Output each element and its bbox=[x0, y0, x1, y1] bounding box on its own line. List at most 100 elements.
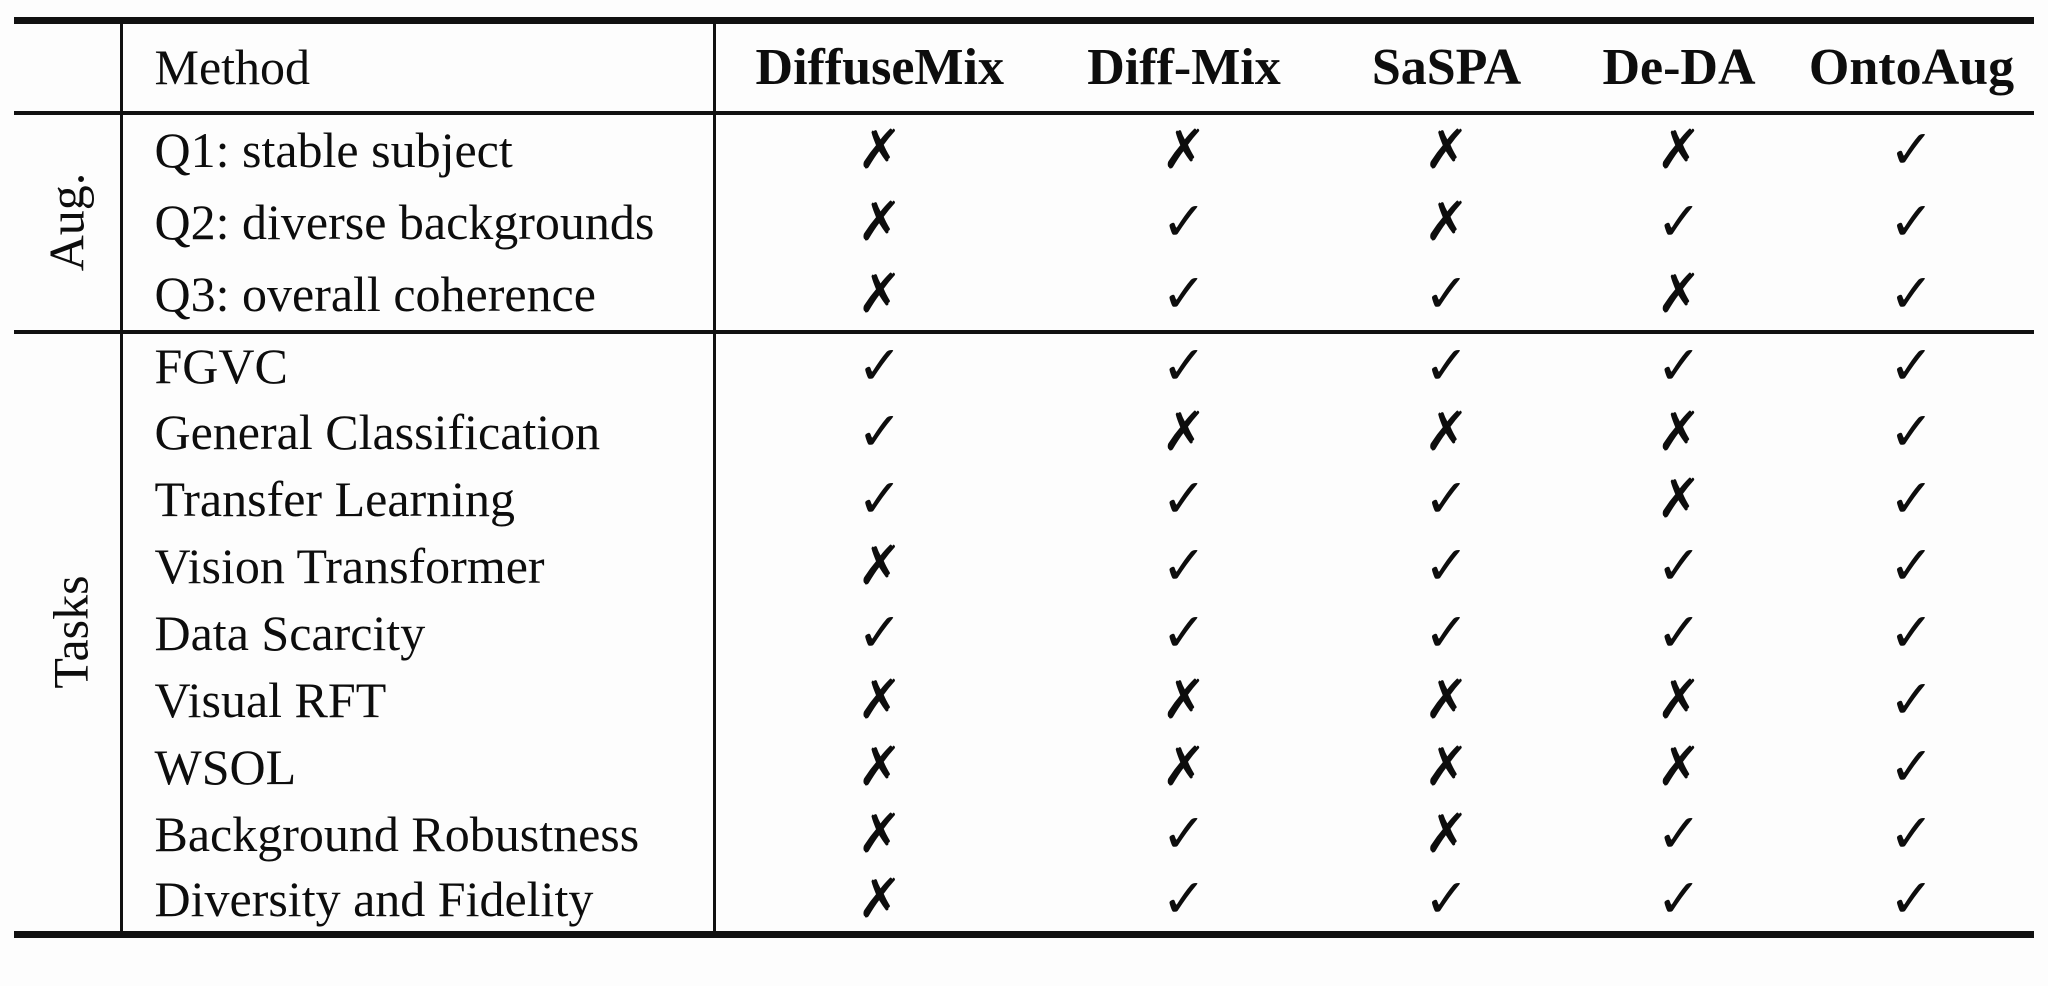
paper-table-figure: Method DiffuseMix Diff-Mix SaSPA De-DA O… bbox=[0, 17, 2048, 986]
check-icon: ✓ bbox=[1044, 329, 1324, 399]
check-icon: ✓ bbox=[1161, 262, 1207, 325]
check-icon: ✓ bbox=[1888, 262, 1935, 325]
row-label: Background Robustness bbox=[121, 800, 716, 868]
check-icon: ✓ bbox=[1789, 329, 2034, 399]
row-label: FGVC bbox=[121, 329, 716, 399]
row-label: Visual RFT bbox=[121, 666, 716, 734]
row-label: Q3: overall coherence bbox=[121, 258, 716, 332]
row-label: WSOL bbox=[121, 733, 716, 801]
column-header-method: Method bbox=[121, 20, 716, 113]
check-icon: ✓ bbox=[1656, 802, 1702, 865]
cross-icon: ✗ bbox=[1161, 735, 1207, 798]
check-icon: ✓ bbox=[1888, 400, 1935, 463]
check-icon: ✓ bbox=[1161, 467, 1207, 530]
cross-icon: ✗ bbox=[1161, 118, 1207, 181]
check-icon: ✓ bbox=[1423, 867, 1470, 931]
check-icon: ✓ bbox=[1161, 534, 1207, 597]
check-icon: ✓ bbox=[1324, 329, 1569, 399]
group-cell-aug: Aug. bbox=[14, 112, 123, 332]
table-row: Q2: diverse backgrounds ✗ ✓ ✗ ✓ ✓ bbox=[14, 185, 2034, 259]
check-icon: ✓ bbox=[1656, 601, 1702, 664]
check-icon: ✓ bbox=[857, 467, 903, 530]
method-comparison-table: Method DiffuseMix Diff-Mix SaSPA De-DA O… bbox=[14, 17, 2034, 938]
table-row: Q3: overall coherence ✗ ✓ ✓ ✗ ✓ bbox=[14, 258, 2034, 332]
check-icon: ✓ bbox=[1888, 467, 1935, 530]
check-icon: ✓ bbox=[1161, 190, 1207, 253]
row-label: Data Scarcity bbox=[121, 599, 716, 667]
column-header-diffusemix: DiffuseMix bbox=[755, 38, 1004, 96]
table-row: Transfer Learning ✓ ✓ ✓ ✗ ✓ bbox=[14, 465, 2034, 533]
cross-icon: ✗ bbox=[1656, 668, 1702, 731]
column-header-saspa: SaSPA bbox=[1371, 38, 1522, 96]
cross-icon: ✗ bbox=[1423, 668, 1470, 731]
check-icon: ✓ bbox=[1161, 601, 1207, 664]
row-label: General Classification bbox=[121, 398, 716, 466]
section-tasks: Tasks FGVC ✓ ✓ ✓ ✓ ✓ General Classificat… bbox=[14, 329, 2034, 935]
check-icon: ✓ bbox=[1888, 867, 1935, 931]
header-group-spacer bbox=[14, 20, 123, 113]
group-cell-tasks: Tasks bbox=[14, 329, 123, 935]
group-label-tasks: Tasks bbox=[42, 575, 99, 689]
check-icon: ✓ bbox=[1888, 735, 1935, 798]
row-label: Transfer Learning bbox=[121, 465, 716, 533]
check-icon: ✓ bbox=[1888, 534, 1935, 597]
table-header: Method DiffuseMix Diff-Mix SaSPA De-DA O… bbox=[14, 20, 2034, 113]
cross-icon: ✗ bbox=[857, 118, 903, 181]
check-icon: ✓ bbox=[714, 329, 1044, 399]
column-header-diff-mix: Diff-Mix bbox=[1087, 38, 1281, 96]
column-header-ontoaug: OntoAug bbox=[1808, 38, 2015, 96]
row-label: Q1: stable subject bbox=[121, 112, 716, 186]
check-icon: ✓ bbox=[1888, 118, 1935, 181]
check-icon: ✓ bbox=[857, 400, 903, 463]
cross-icon: ✗ bbox=[1423, 190, 1470, 253]
check-icon: ✓ bbox=[1423, 262, 1470, 325]
cross-icon: ✗ bbox=[857, 262, 903, 325]
header-row: Method DiffuseMix Diff-Mix SaSPA De-DA O… bbox=[14, 20, 2034, 113]
cross-icon: ✗ bbox=[1423, 400, 1470, 463]
check-icon: ✓ bbox=[1569, 329, 1789, 399]
check-icon: ✓ bbox=[1656, 190, 1702, 253]
table-row: Data Scarcity ✓ ✓ ✓ ✓ ✓ bbox=[14, 599, 2034, 667]
cross-icon: ✗ bbox=[857, 735, 903, 798]
column-header-de-da: De-DA bbox=[1602, 38, 1756, 96]
row-label: Q2: diverse backgrounds bbox=[121, 185, 716, 259]
check-icon: ✓ bbox=[1888, 601, 1935, 664]
cross-icon: ✗ bbox=[857, 802, 903, 865]
row-label: Diversity and Fidelity bbox=[121, 867, 716, 935]
check-icon: ✓ bbox=[1161, 867, 1207, 931]
cross-icon: ✗ bbox=[1423, 802, 1470, 865]
cross-icon: ✗ bbox=[1656, 467, 1702, 530]
table-row: Visual RFT ✗ ✗ ✗ ✗ ✓ bbox=[14, 666, 2034, 734]
table-row: Vision Transformer ✗ ✓ ✓ ✓ ✓ bbox=[14, 532, 2034, 600]
section-aug: Aug. Q1: stable subject ✗ ✗ ✗ ✗ ✓ Q2: di… bbox=[14, 112, 2034, 332]
cross-icon: ✗ bbox=[1656, 262, 1702, 325]
table-row: WSOL ✗ ✗ ✗ ✗ ✓ bbox=[14, 733, 2034, 801]
cross-icon: ✗ bbox=[1656, 400, 1702, 463]
cross-icon: ✗ bbox=[857, 867, 903, 931]
table-row: Tasks FGVC ✓ ✓ ✓ ✓ ✓ bbox=[14, 329, 2034, 935]
row-label: Vision Transformer bbox=[121, 532, 716, 600]
cross-icon: ✗ bbox=[1656, 118, 1702, 181]
cross-icon: ✗ bbox=[857, 534, 903, 597]
cross-icon: ✗ bbox=[1423, 735, 1470, 798]
check-icon: ✓ bbox=[1888, 802, 1935, 865]
cross-icon: ✗ bbox=[1161, 400, 1207, 463]
cross-icon: ✗ bbox=[1656, 735, 1702, 798]
table-row: General Classification ✓ ✗ ✗ ✗ ✓ bbox=[14, 398, 2034, 466]
check-icon: ✓ bbox=[1888, 668, 1935, 731]
table-row: Aug. Q1: stable subject ✗ ✗ ✗ ✗ ✓ bbox=[14, 112, 2034, 332]
check-icon: ✓ bbox=[1161, 802, 1207, 865]
cross-icon: ✗ bbox=[1423, 118, 1470, 181]
check-icon: ✓ bbox=[1423, 601, 1470, 664]
table-row: Diversity and Fidelity ✗ ✓ ✓ ✓ ✓ bbox=[14, 867, 2034, 935]
group-label-aug: Aug. bbox=[38, 172, 95, 272]
cross-icon: ✗ bbox=[857, 190, 903, 253]
cross-icon: ✗ bbox=[1161, 668, 1207, 731]
check-icon: ✓ bbox=[1656, 867, 1702, 931]
cross-icon: ✗ bbox=[857, 668, 903, 731]
table-row: Background Robustness ✗ ✓ ✗ ✓ ✓ bbox=[14, 800, 2034, 868]
check-icon: ✓ bbox=[1423, 467, 1470, 530]
check-icon: ✓ bbox=[1656, 534, 1702, 597]
check-icon: ✓ bbox=[857, 601, 903, 664]
check-icon: ✓ bbox=[1423, 534, 1470, 597]
